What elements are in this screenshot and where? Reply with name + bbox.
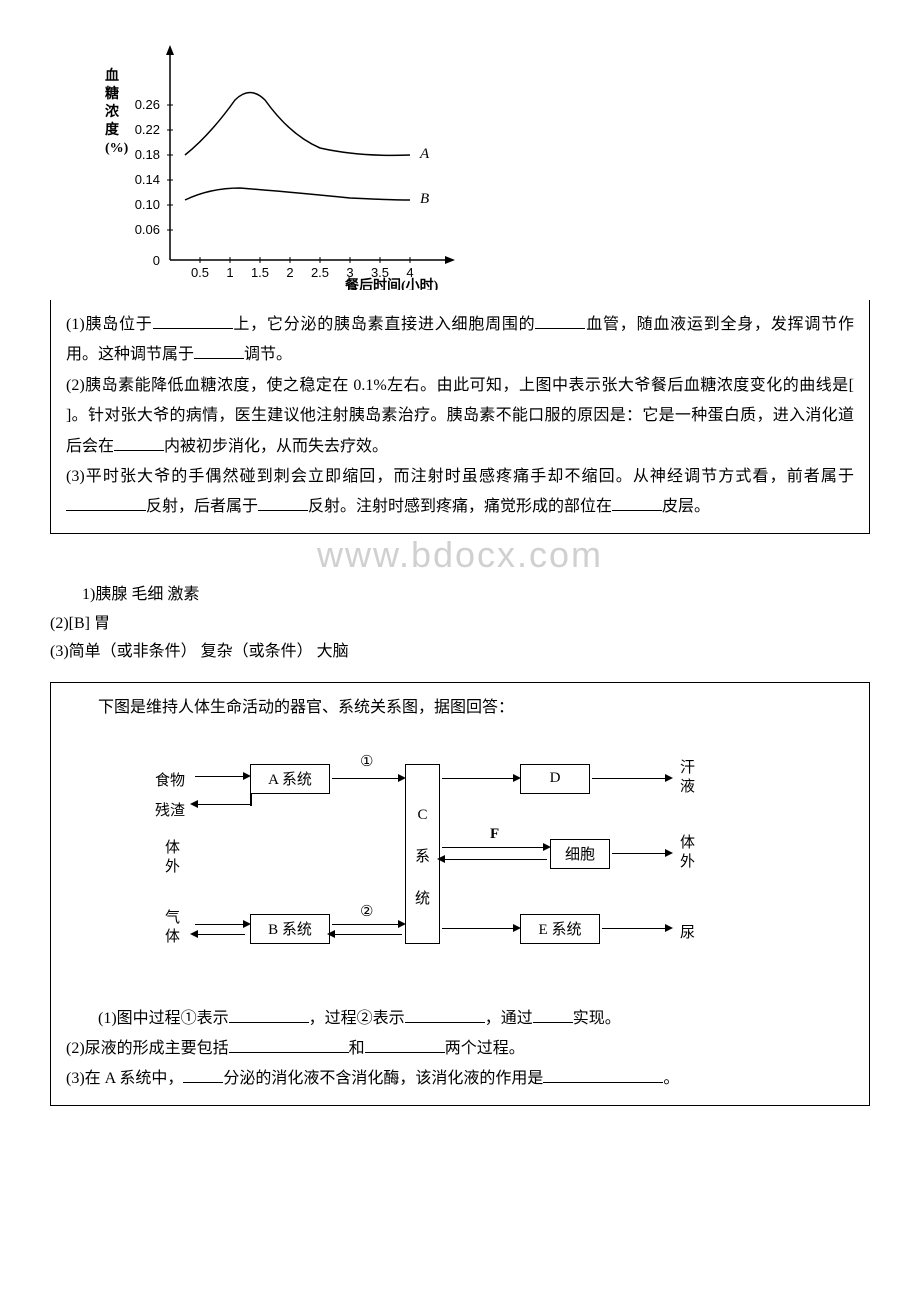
label-residue: 残渣 — [155, 799, 185, 820]
svg-text:0.14: 0.14 — [135, 172, 160, 187]
label-sweat: 汗 液 — [680, 759, 695, 798]
svg-text:0.10: 0.10 — [135, 197, 160, 212]
watermark-text: www.bdocx.com — [50, 534, 870, 576]
svg-text:0.06: 0.06 — [135, 222, 160, 237]
svg-text:A: A — [419, 146, 430, 162]
svg-text:0.26: 0.26 — [135, 97, 160, 112]
svg-text:4: 4 — [406, 265, 413, 280]
q2-2-text: (2)尿液的形成主要包括和两个过程。 — [66, 1034, 854, 1064]
q1-1-text: (1)胰岛位于上，它分泌的胰岛素直接进入细胞周围的血管，随血液运到全身，发挥调节… — [66, 316, 854, 363]
answer-1-block: 1)胰腺 毛细 激素 (2)[B] 胃 (3)简单（或非条件） 复杂（或条件） … — [50, 581, 870, 667]
svg-text:1.5: 1.5 — [251, 265, 269, 280]
label-urine: 尿 — [680, 921, 695, 942]
box-e: E 系统 — [520, 914, 600, 944]
svg-text:糖: 糖 — [105, 85, 119, 102]
ans1-line3: (3)简单（或非条件） 复杂（或条件） 大脑 — [50, 638, 870, 667]
ans1-line2: (2)[B] 胃 — [50, 610, 870, 639]
box-b: B 系统 — [250, 914, 330, 944]
question-1-box: (1)胰岛位于上，它分泌的胰岛素直接进入细胞周围的血管，随血液运到全身，发挥调节… — [50, 300, 870, 534]
svg-text:0: 0 — [153, 253, 160, 268]
label-f: F — [490, 826, 499, 843]
box-cell: 细胞 — [550, 839, 610, 869]
svg-text:餐后时间(小时): 餐后时间(小时) — [344, 277, 439, 290]
svg-text:3.5: 3.5 — [371, 265, 389, 280]
box-a: A 系统 — [250, 764, 330, 794]
q2-intro: 下图是维持人体生命活动的器官、系统关系图，据图回答： — [66, 693, 854, 723]
label-food: 食物 — [155, 769, 185, 790]
q2-3-text: (3)在 A 系统中，分泌的消化液不含消化酶，该消化液的作用是。 — [66, 1064, 854, 1094]
svg-text:0.18: 0.18 — [135, 147, 160, 162]
label-outside-2: 体 外 — [680, 834, 695, 873]
svg-text:2: 2 — [286, 265, 293, 280]
blood-sugar-chart: 0 0.06 0.10 0.14 0.18 0.22 0.26 0.5 1 1.… — [90, 40, 470, 290]
label-circ-2: ② — [360, 902, 373, 921]
svg-text:B: B — [420, 191, 429, 207]
svg-text:3: 3 — [346, 265, 353, 280]
question-2-box: 下图是维持人体生命活动的器官、系统关系图，据图回答： 食物 残渣 体 外 气 体… — [50, 682, 870, 1106]
label-outside-1: 体 外 — [165, 839, 180, 878]
svg-text:2.5: 2.5 — [311, 265, 329, 280]
box-c: C 系 统 — [405, 764, 440, 944]
label-gas: 气 体 — [165, 909, 180, 948]
svg-text:血: 血 — [105, 67, 119, 84]
svg-text:1: 1 — [226, 265, 233, 280]
svg-text:浓: 浓 — [105, 103, 120, 120]
label-circ-1: ① — [360, 752, 373, 771]
q2-1-text: (1)图中过程①表示，过程②表示，通过实现。 — [66, 1004, 854, 1034]
ans1-line1: 1)胰腺 毛细 激素 — [50, 581, 870, 610]
svg-text:度: 度 — [105, 121, 120, 138]
svg-text:(%): (%) — [105, 141, 129, 156]
system-diagram: 食物 残渣 体 外 气 体 A 系统 B 系统 C 系 统 ① ② D — [150, 734, 770, 994]
svg-text:0.22: 0.22 — [135, 122, 160, 137]
svg-text:0.5: 0.5 — [191, 265, 209, 280]
box-d: D — [520, 764, 590, 794]
q1-2-text: (2)胰岛素能降低血糖浓度，使之稳定在 0.1%左右。由此可知，上图中表示张大爷… — [66, 371, 854, 462]
q1-3-text: (3)平时张大爷的手偶然碰到刺会立即缩回，而注射时虽感疼痛手却不缩回。从神经调节… — [66, 462, 854, 523]
